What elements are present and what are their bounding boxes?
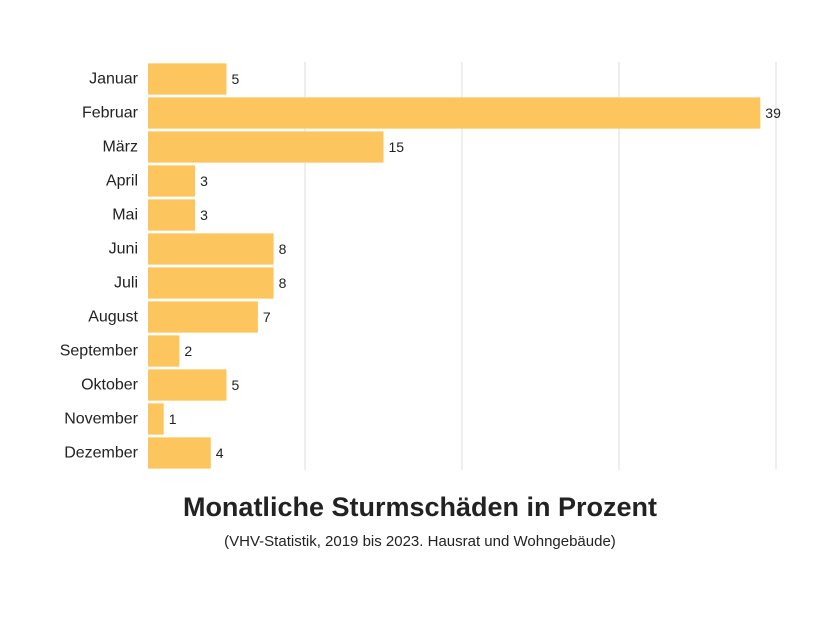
bar bbox=[148, 437, 211, 469]
bar bbox=[148, 131, 384, 163]
chart-subtitle: (VHV-Statistik, 2019 bis 2023. Hausrat u… bbox=[224, 533, 616, 550]
bar bbox=[148, 267, 274, 299]
bar bbox=[148, 335, 180, 367]
data-label: 3 bbox=[200, 207, 208, 223]
data-label: 8 bbox=[279, 275, 287, 291]
bars bbox=[148, 63, 761, 469]
chart-title: Monatliche Sturmschäden in Prozent bbox=[182, 492, 658, 522]
bar bbox=[148, 369, 227, 401]
y-tick-label: Juni bbox=[109, 241, 138, 258]
gridlines bbox=[304, 62, 777, 470]
data-label: 1 bbox=[169, 411, 177, 427]
bar bbox=[148, 199, 196, 231]
y-tick-label: November bbox=[64, 411, 138, 428]
data-label: 3 bbox=[200, 173, 208, 189]
y-tick-label: März bbox=[102, 139, 138, 156]
y-tick-label: Juli bbox=[114, 275, 138, 292]
y-tick-label: August bbox=[88, 309, 138, 326]
y-tick-label: September bbox=[60, 343, 139, 360]
y-tick-label: Januar bbox=[89, 71, 139, 88]
data-label: 39 bbox=[765, 105, 781, 121]
data-label: 2 bbox=[184, 343, 192, 359]
bar bbox=[148, 165, 196, 197]
data-label: 5 bbox=[232, 377, 240, 393]
data-label: 5 bbox=[232, 71, 240, 87]
bar bbox=[148, 233, 274, 265]
data-label: 4 bbox=[216, 445, 224, 461]
bar bbox=[148, 301, 258, 333]
y-tick-label: Oktober bbox=[81, 377, 139, 394]
y-tick-label: Mai bbox=[112, 207, 138, 224]
data-label: 15 bbox=[389, 139, 405, 155]
data-label: 8 bbox=[279, 241, 287, 257]
y-tick-label: Februar bbox=[82, 105, 139, 122]
bar bbox=[148, 97, 761, 129]
data-label: 7 bbox=[263, 309, 271, 325]
y-tick-label: April bbox=[106, 173, 138, 190]
bar bbox=[148, 63, 227, 95]
y-tick-label: Dezember bbox=[64, 445, 138, 462]
bar bbox=[148, 403, 164, 435]
